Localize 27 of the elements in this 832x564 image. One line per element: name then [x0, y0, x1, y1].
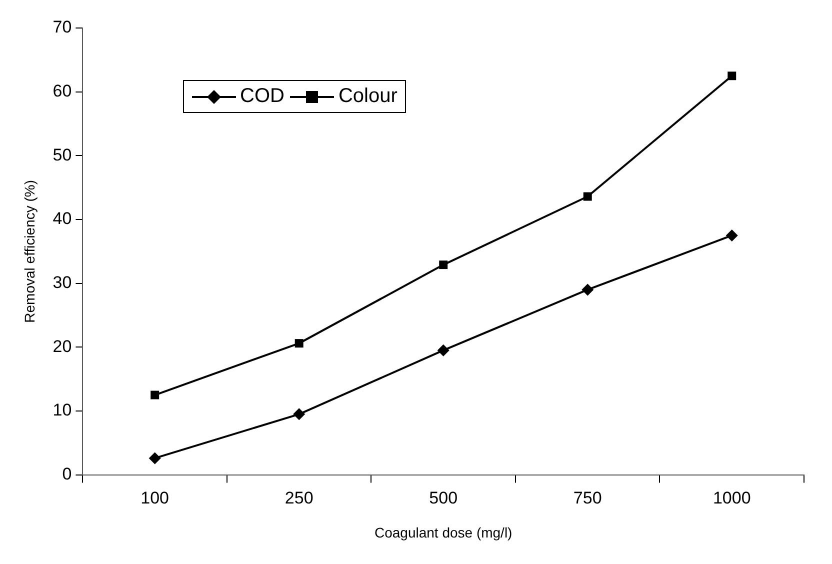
- x-tick-label: 100: [140, 488, 170, 508]
- y-tick-label: 70: [52, 18, 72, 37]
- point: [582, 284, 594, 296]
- legend-label: Colour: [338, 85, 398, 108]
- x-tick-label: 500: [429, 488, 458, 508]
- point: [583, 192, 592, 201]
- point: [437, 344, 450, 356]
- point: [726, 229, 738, 242]
- y-tick-label: 20: [52, 336, 72, 356]
- x-tick-label: 750: [573, 488, 602, 508]
- y-tick-label: 60: [52, 82, 72, 101]
- point: [293, 408, 306, 420]
- point: [728, 72, 736, 80]
- point: [294, 339, 304, 348]
- y-tick-label: 50: [52, 145, 72, 164]
- y-tick-label: 10: [52, 400, 72, 420]
- legend-label: COD: [240, 85, 284, 108]
- y-tick-label: 30: [52, 273, 72, 292]
- point: [150, 390, 160, 400]
- x-tick-label: 250: [284, 488, 314, 508]
- y-axis-title: Removal efficiency (%): [21, 180, 38, 323]
- point: [439, 260, 448, 270]
- x-tick-label: 1000: [712, 488, 751, 508]
- point: [148, 452, 161, 464]
- y-tick-label: 0: [62, 464, 72, 484]
- y-tick-label: 40: [52, 209, 72, 228]
- x-axis-title: Coagulant dose (mg/l): [374, 524, 512, 540]
